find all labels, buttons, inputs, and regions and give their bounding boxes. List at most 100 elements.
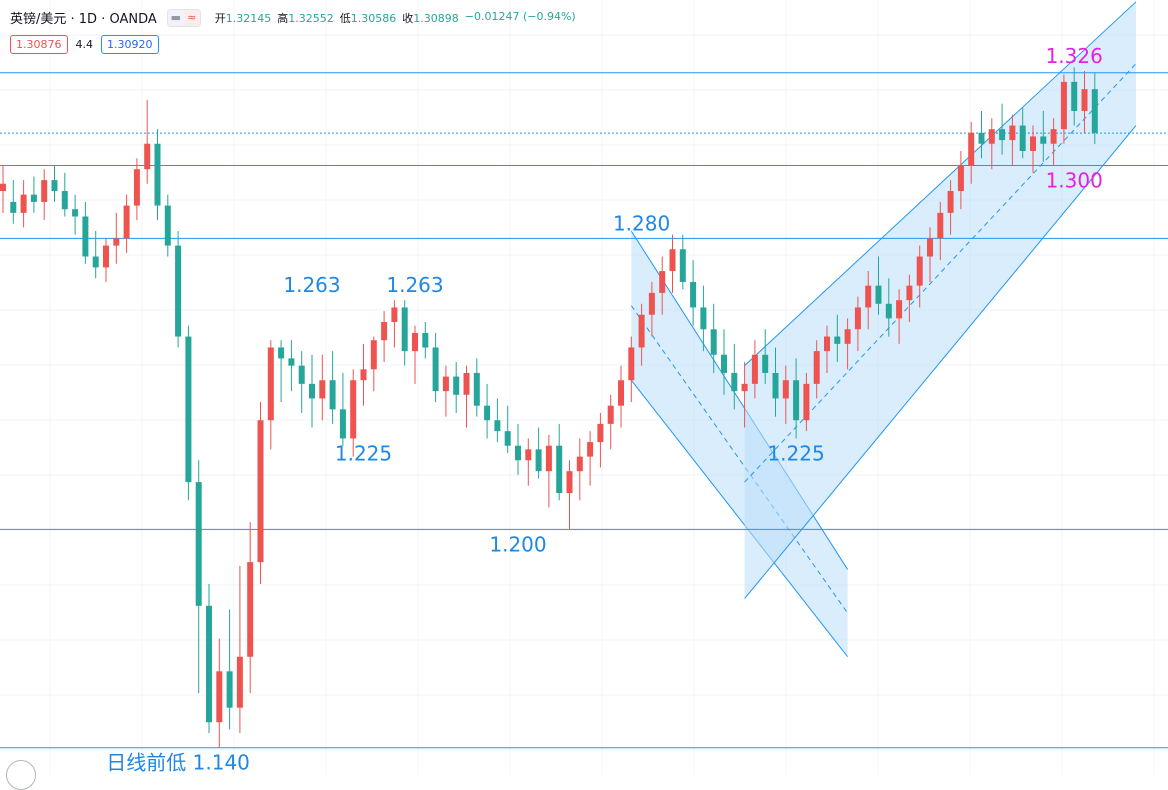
candle-body bbox=[484, 405, 491, 421]
candle-body bbox=[1081, 89, 1088, 111]
candle-body bbox=[257, 420, 264, 563]
candle-body bbox=[267, 347, 274, 421]
candle-body bbox=[669, 249, 676, 272]
candle-body bbox=[906, 285, 913, 301]
candle-body bbox=[412, 332, 418, 352]
candle-body bbox=[309, 383, 315, 399]
candle-body bbox=[515, 445, 521, 461]
candle-body bbox=[927, 238, 933, 257]
candle-body bbox=[618, 380, 624, 406]
chart-settings-icon[interactable] bbox=[6, 760, 36, 790]
candle-body bbox=[298, 365, 305, 384]
price-annotation: 1.263 bbox=[283, 273, 340, 297]
price-annotation: 1.263 bbox=[386, 273, 443, 297]
descending-channel-lower bbox=[630, 379, 848, 658]
candle-body bbox=[61, 191, 68, 210]
candle-body bbox=[103, 245, 109, 268]
price-annotation: 1.225 bbox=[767, 441, 824, 465]
candle-body bbox=[30, 194, 37, 202]
candle-body bbox=[422, 332, 429, 348]
candle-body bbox=[92, 256, 99, 268]
quote-row: 1.30876 4.4 1.30920 bbox=[10, 35, 159, 54]
chart-header: 英镑/美元 · 1D · OANDA ▬ ≈ 开1.32145 高1.32552… bbox=[10, 8, 576, 27]
candle-body bbox=[545, 445, 552, 472]
indicator-toggle[interactable]: ▬ ≈ bbox=[166, 8, 201, 27]
candle-body bbox=[1019, 125, 1026, 151]
price-annotation: 日线前低 1.140 bbox=[106, 751, 250, 775]
symbol-title[interactable]: 英镑/美元 · 1D · OANDA bbox=[10, 12, 157, 27]
ascending-channel-fill bbox=[744, 1, 1136, 599]
high-label: 高 bbox=[277, 11, 289, 25]
candle-body bbox=[154, 143, 161, 206]
candle-body bbox=[566, 471, 573, 494]
low-value: 1.30586 bbox=[350, 11, 397, 25]
candle-body bbox=[453, 376, 460, 395]
candle-body bbox=[381, 322, 388, 341]
candle-body bbox=[473, 372, 480, 406]
candle-body bbox=[1091, 89, 1098, 133]
candle-body bbox=[226, 671, 233, 708]
price-annotation: 1.225 bbox=[335, 441, 392, 465]
candle-body bbox=[350, 380, 357, 439]
price-annotations: 1.263 1.263 1.225 1.200 1.280 1.225 1.326 1.300… bbox=[106, 44, 1103, 775]
candle-body bbox=[339, 409, 346, 439]
spread-value: 4.4 bbox=[75, 38, 94, 51]
candle-body bbox=[1009, 125, 1016, 141]
price-annotation: 1.200 bbox=[489, 532, 546, 556]
candle-body bbox=[329, 380, 336, 410]
candle-body bbox=[144, 143, 151, 170]
close-value: 1.30898 bbox=[413, 11, 459, 25]
candle-body bbox=[51, 180, 58, 192]
candle-body bbox=[1030, 136, 1036, 151]
candle-body bbox=[360, 369, 367, 381]
candle-body bbox=[401, 307, 408, 352]
candle-body bbox=[20, 194, 27, 213]
ascending-channel-lower bbox=[744, 125, 1137, 599]
candle-body bbox=[659, 271, 666, 293]
candle-body bbox=[576, 456, 583, 472]
candle-body bbox=[607, 405, 614, 424]
candle-body bbox=[133, 169, 140, 206]
descending-channel-fill bbox=[631, 231, 848, 657]
candle-body bbox=[41, 180, 48, 202]
trend-channels bbox=[630, 1, 1137, 658]
candle-body bbox=[896, 300, 903, 319]
candle-body bbox=[1040, 136, 1047, 144]
candle-body bbox=[216, 671, 223, 723]
low-label: 低 bbox=[339, 11, 351, 25]
candle-body bbox=[772, 372, 779, 399]
candle-body bbox=[463, 372, 470, 395]
change-value: −0.01247 (−0.94%) bbox=[464, 9, 576, 23]
candle-body bbox=[813, 351, 820, 384]
wave-icon[interactable]: ≈ bbox=[183, 9, 200, 26]
candle-body bbox=[700, 307, 707, 330]
candle-body bbox=[164, 205, 171, 246]
candle-body bbox=[391, 307, 398, 323]
candle-body bbox=[916, 256, 923, 286]
candle-body bbox=[525, 449, 532, 461]
candle-body bbox=[278, 347, 285, 359]
candle-body bbox=[247, 562, 254, 657]
candle-body bbox=[648, 292, 655, 315]
candle-body bbox=[999, 129, 1006, 141]
candle-body bbox=[1071, 81, 1078, 111]
buy-button[interactable]: 1.30920 bbox=[101, 35, 159, 54]
open-label: 开 bbox=[214, 11, 226, 25]
candle-body bbox=[710, 329, 717, 355]
high-value: 1.32552 bbox=[288, 11, 334, 25]
candle-body bbox=[762, 354, 769, 373]
candle-body bbox=[494, 420, 501, 432]
candle-body bbox=[0, 183, 6, 192]
candle-body bbox=[123, 205, 130, 239]
candle-body bbox=[782, 380, 789, 399]
collapse-icon[interactable]: ▬ bbox=[167, 9, 184, 26]
candlesticks bbox=[0, 67, 1098, 748]
candle-body bbox=[195, 482, 202, 606]
candle-body bbox=[834, 336, 841, 344]
candle-body bbox=[824, 336, 830, 352]
candle-body bbox=[854, 307, 861, 330]
sell-button[interactable]: 1.30876 bbox=[10, 35, 68, 54]
candle-body bbox=[597, 423, 604, 443]
